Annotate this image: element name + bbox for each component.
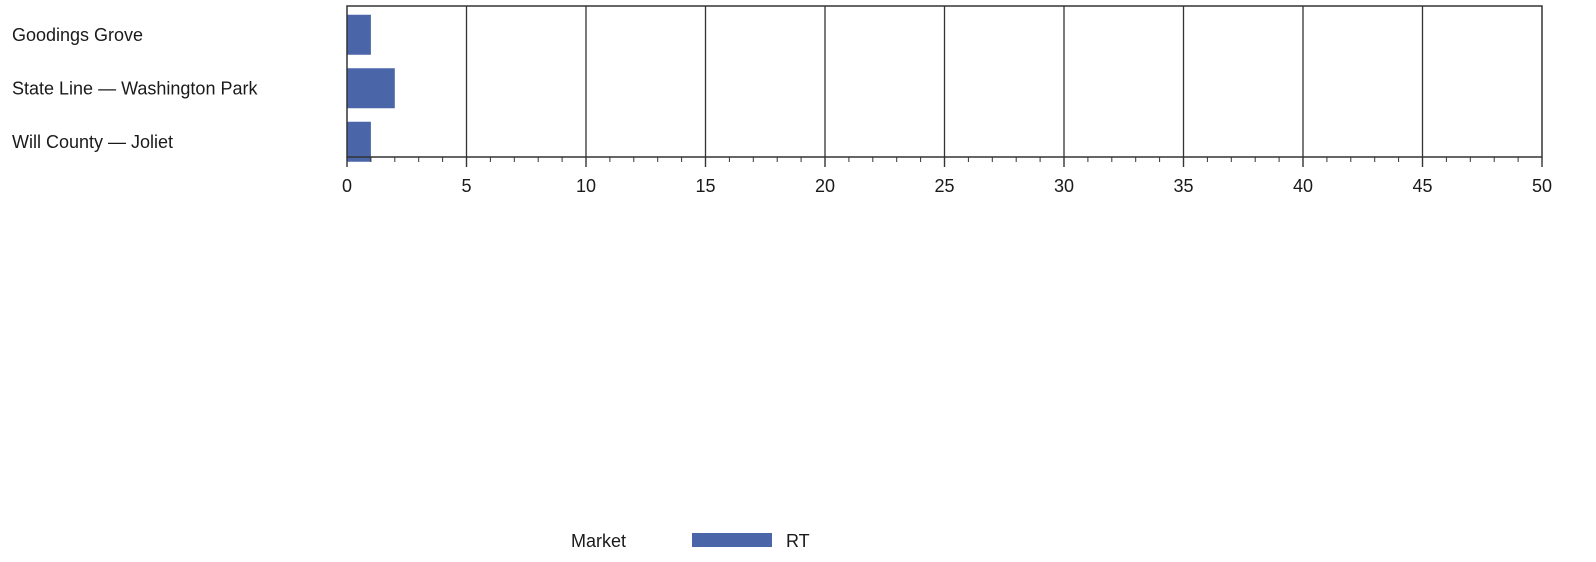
tick-label: 25	[934, 176, 954, 196]
bar	[347, 121, 371, 162]
category-label: State Line — Washington Park	[12, 78, 258, 98]
legend-series-label: RT	[786, 531, 810, 551]
gridlines	[465, 6, 1424, 157]
tick-label: 0	[342, 176, 352, 196]
tick-label: 30	[1054, 176, 1074, 196]
legend: Market RT	[571, 531, 810, 551]
x-axis-ticks	[346, 157, 1543, 167]
plot-area	[346, 5, 1543, 167]
legend-swatch-rt	[692, 533, 772, 547]
tick-label: 5	[461, 176, 471, 196]
tick-label: 35	[1173, 176, 1193, 196]
tick-label: 50	[1532, 176, 1552, 196]
tick-label: 15	[695, 176, 715, 196]
category-label: Will County — Joliet	[12, 132, 173, 152]
tick-label: 10	[576, 176, 596, 196]
x-axis-tick-labels: 0 5 10 15 20 25 30 35 40 45 50	[342, 176, 1552, 196]
bar	[347, 68, 395, 109]
tick-label: 40	[1293, 176, 1313, 196]
bar	[347, 14, 371, 55]
category-label: Goodings Grove	[12, 25, 143, 45]
tick-label: 45	[1412, 176, 1432, 196]
category-labels: Goodings Grove State Line — Washington Pa…	[12, 25, 258, 152]
tick-label: 20	[815, 176, 835, 196]
legend-title: Market	[571, 531, 626, 551]
bars	[347, 14, 395, 162]
